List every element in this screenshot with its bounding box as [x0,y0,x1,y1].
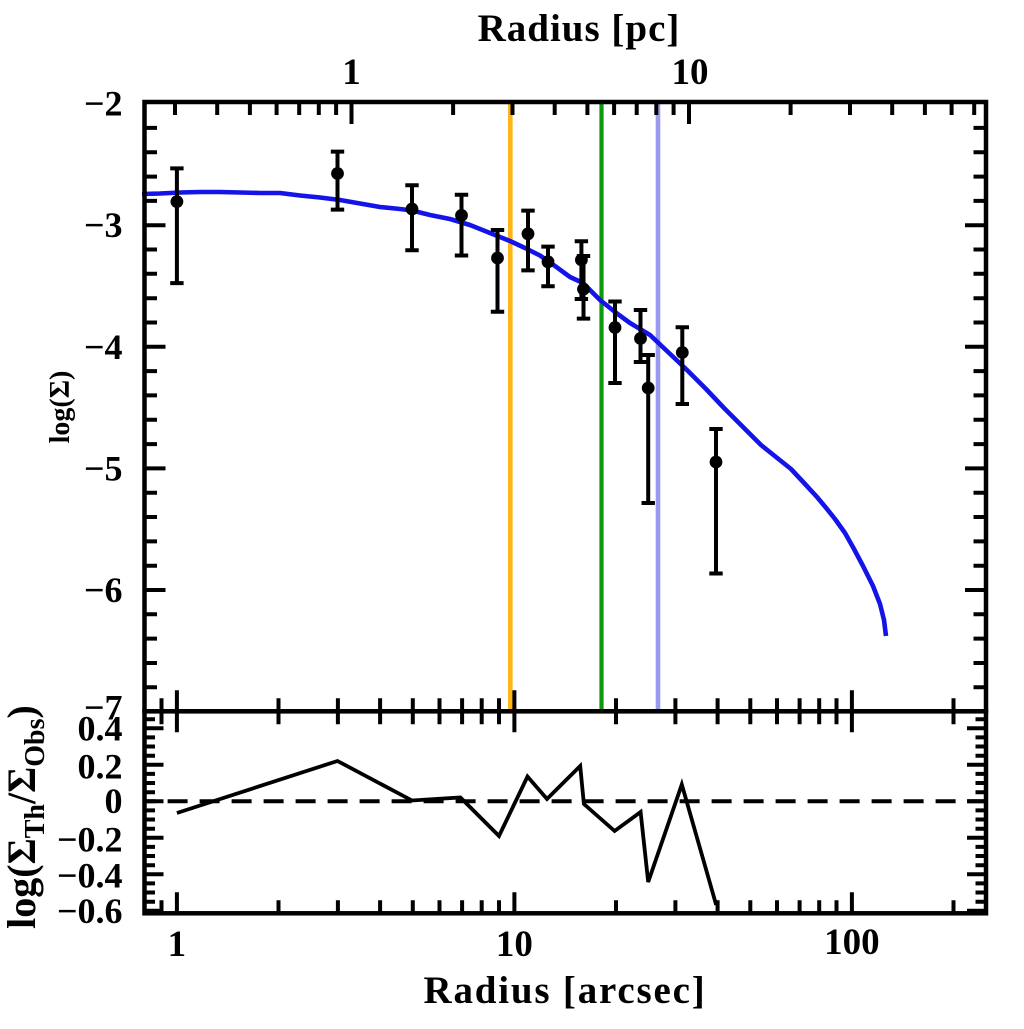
svg-text:−3: −3 [84,205,123,245]
svg-text:−7: −7 [84,688,123,728]
svg-text:10: 10 [496,924,533,965]
svg-text:−2: −2 [84,84,123,124]
svg-text:0: 0 [105,781,123,821]
svg-text:1: 1 [342,52,361,93]
svg-text:−4: −4 [84,327,123,367]
svg-text:0.4: 0.4 [78,709,123,749]
svg-text:log(Σ): log(Σ) [45,371,76,444]
svg-text:10: 10 [672,52,709,93]
svg-text:0.2: 0.2 [78,746,123,786]
svg-text:100: 100 [824,922,880,963]
svg-text:1: 1 [168,924,187,965]
svg-text:Radius [pc]: Radius [pc] [478,7,681,50]
svg-text:−0.2: −0.2 [57,819,123,859]
svg-text:Radius [arcsec]: Radius [arcsec] [424,969,707,1012]
svg-text:−6: −6 [84,570,123,610]
svg-text:−0.4: −0.4 [57,855,123,895]
svg-text:log(ΣTh/ΣObs): log(ΣTh/ΣObs) [0,705,51,929]
svg-text:−0.6: −0.6 [57,891,123,931]
svg-text:−5: −5 [84,448,123,488]
